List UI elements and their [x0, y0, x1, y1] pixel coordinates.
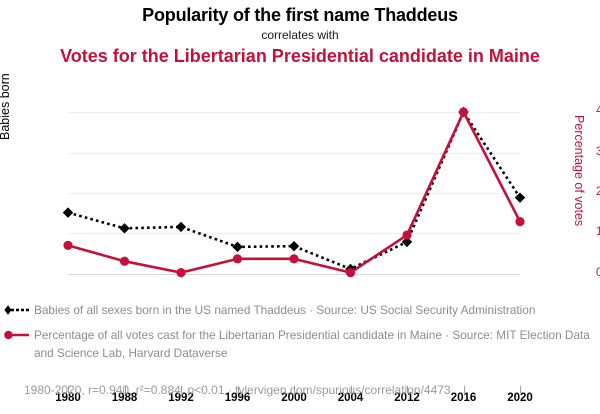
right-axis-tick: 4.9%	[596, 105, 600, 117]
x-axis-tick: 1988	[111, 392, 138, 404]
x-axis-tick: 2004	[337, 392, 364, 404]
red-circle-solid-line-icon	[4, 328, 30, 340]
page-title: Popularity of the first name Thaddeus	[142, 5, 458, 25]
gridline	[68, 152, 520, 154]
x-axis-tick: 2012	[394, 392, 420, 404]
gridline	[68, 193, 520, 195]
x-axis-tick-mark	[520, 386, 521, 393]
legend-item-label: Percentage of all votes cast for the Lib…	[34, 328, 590, 360]
right-axis-tick: 0.2%	[596, 267, 600, 279]
x-axis-tick-mark	[294, 386, 295, 393]
plot-area: 189246302359416 0.2%1.4%2.6%3.8%4.9% 198…	[55, 105, 600, 404]
x-axis-tick-mark	[124, 386, 126, 393]
page-subtitle: Votes for the Libertarian Presidential c…	[60, 46, 540, 66]
right-axis-tick: 2.6%	[596, 186, 600, 199]
left-axis-title: Babies born	[0, 73, 12, 140]
x-axis-tick-mark	[237, 386, 239, 393]
black-diamond-dotted-line-icon	[4, 303, 30, 315]
x-axis-tick: 1996	[224, 392, 251, 404]
x-axis-tick: 2000	[281, 392, 307, 404]
right-axis-title: Percentage of votes	[572, 115, 586, 227]
gridline	[68, 274, 520, 275]
title-connector: correlates with	[261, 28, 339, 42]
x-axis-tick-mark	[407, 386, 408, 393]
x-axis-tick-mark	[68, 386, 69, 393]
footer-note: 1980-2020, r=0.940, r²=0.884, p<0.01 · t…	[24, 383, 451, 397]
x-axis-tick-mark	[181, 386, 182, 393]
right-axis-tick: 1.4%	[596, 226, 600, 239]
gridline	[68, 233, 520, 235]
x-axis-tick-mark	[463, 386, 465, 393]
legend: Babies of all sexes born in the US named…	[4, 301, 596, 369]
x-axis-tick-mark	[350, 386, 352, 393]
x-axis-tick: 1992	[168, 392, 194, 404]
legend-item: Percentage of all votes cast for the Lib…	[4, 326, 596, 362]
x-axis-tick: 2020	[507, 392, 533, 404]
legend-item-label: Babies of all sexes born in the US named…	[34, 303, 536, 317]
gridline	[68, 112, 520, 113]
x-axis-tick: 2016	[450, 392, 477, 404]
legend-item: Babies of all sexes born in the US named…	[4, 301, 596, 319]
right-axis-tick: 3.8%	[596, 145, 600, 158]
x-axis-tick: 1980	[55, 392, 81, 404]
